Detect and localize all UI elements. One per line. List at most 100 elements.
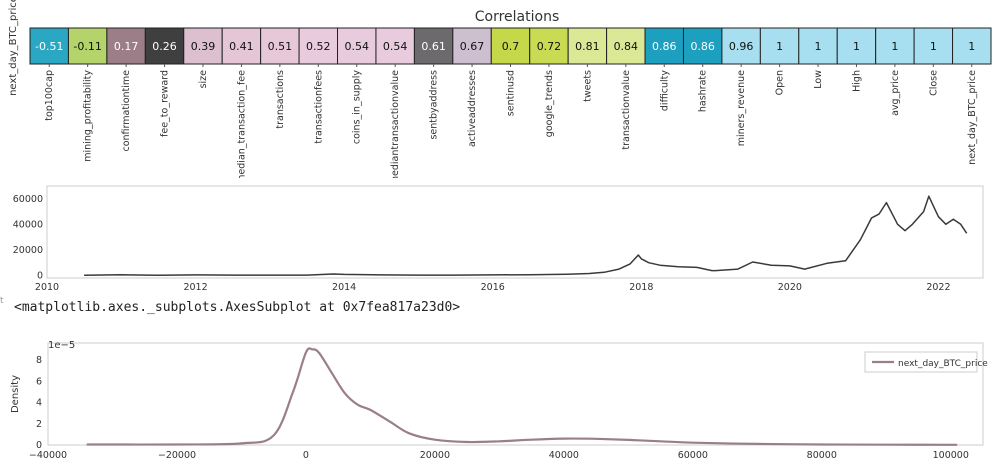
heatmap-cell-value: 0.52 [306, 40, 331, 53]
heatmap-column-label: tweets [582, 70, 593, 102]
heatmap-column-label: mediantransactionvalue [390, 70, 401, 178]
density-ylabel: Density [10, 375, 21, 413]
heatmap-column-label: transactions [275, 70, 286, 129]
price-xtick-label: 2022 [926, 282, 950, 293]
heatmap-cell [529, 27, 569, 65]
heatmap-column-label: next_day_BTC_price [967, 70, 978, 165]
heatmap-cell [952, 27, 992, 65]
heatmap-column-label: Low [813, 70, 824, 89]
heatmap-cell-value: 0.17 [114, 40, 139, 53]
heatmap-column-label: hashrate [698, 70, 709, 112]
heatmap-column-label: Close [928, 70, 939, 96]
heatmap-cell [875, 27, 915, 65]
density-ytick-label: 4 [36, 398, 42, 409]
legend-box [864, 351, 978, 373]
heatmap-cell [260, 27, 300, 65]
output-repr-text: <matplotlib.axes._subplots.AxesSubplot a… [14, 300, 461, 315]
heatmap-column-label: sentbyaddress [429, 70, 440, 140]
price-ytick-label: 20000 [13, 245, 43, 256]
price-line-chart: 0 20000 40000 60000 2010 2012 2014 2016 2018 2020… [13, 185, 984, 293]
heatmap-row-label: next_day_BTC_price [8, 0, 19, 96]
heatmap-cell [67, 27, 108, 65]
heatmap-cell-value: 0.26 [152, 40, 177, 53]
density-xtick-label: 60000 [678, 450, 708, 461]
density-xtick-label: −20000 [158, 450, 196, 461]
heatmap-cell [567, 27, 608, 65]
heatmap-cell-value: 0.54 [344, 40, 369, 53]
heatmap-column-label: fee_to_reward [160, 70, 171, 137]
cell-edge-mark: t [0, 296, 4, 306]
heatmap-column-label: size [198, 70, 209, 89]
heatmap-cell-value: -0.11 [73, 40, 101, 53]
heatmap-cell-value: 1 [930, 40, 937, 53]
heatmap-column-label: activeaddresses [467, 70, 478, 147]
heatmap-column-label: top100cap [44, 70, 55, 121]
heatmap-column-label: google_trends [544, 70, 555, 137]
density-xtick-label: 0 [303, 450, 309, 461]
density-legend: next_day_BTC_price [864, 351, 988, 373]
heatmap-cell-value: 1 [776, 40, 783, 53]
density-ytick-label: 2 [36, 419, 42, 430]
heatmap-cell [29, 27, 69, 65]
heatmap-title: Correlations [475, 9, 560, 25]
price-xtick-label: 2010 [35, 282, 59, 293]
price-ytick-label: 0 [37, 270, 43, 281]
price-xtick-label: 2020 [778, 282, 802, 293]
price-xtick-label: 2018 [629, 282, 653, 293]
heatmap-cell-value: 0.84 [614, 40, 639, 53]
correlation-heatmap: Correlations next_day_BTC_price -0.51 top… [8, 0, 992, 178]
heatmap-column-label: transactionvalue [621, 70, 632, 150]
density-ytick-label: 6 [36, 376, 42, 387]
price-xtick-label: 2012 [183, 282, 207, 293]
heatmap-cell-value: 1 [853, 40, 860, 53]
heatmap-cell-value: 0.54 [383, 40, 408, 53]
legend-label: next_day_BTC_price [898, 359, 988, 369]
heatmap-cell-value: 0.96 [729, 40, 754, 53]
heatmap-cell-value: 0.7 [502, 40, 520, 53]
density-plot-area [47, 342, 984, 446]
density-curve [86, 347, 958, 446]
heatmap-cell-value: 0.67 [460, 40, 485, 53]
density-scale-label: 1e−5 [48, 340, 75, 351]
price-xtick-label: 2014 [332, 282, 356, 293]
heatmap-column-label: miners_revenue [736, 70, 747, 146]
heatmap-cell-value: -0.51 [35, 40, 63, 53]
density-ytick-label: 8 [36, 355, 42, 366]
heatmap-column-label: transactionfees [313, 70, 324, 144]
heatmap-cell-value: 0.39 [191, 40, 216, 53]
heatmap-column-label: coins_in_supply [352, 70, 363, 144]
heatmap-cell-value: 0.72 [537, 40, 562, 53]
heatmap-cell-value: 0.81 [575, 40, 600, 53]
density-xtick-label: 100000 [933, 450, 969, 461]
density-xtick-label: −40000 [29, 450, 67, 461]
heatmap-column-label: median_transaction_fee [236, 70, 247, 178]
heatmap-cell [836, 27, 877, 65]
heatmap-cell-value: 1 [891, 40, 898, 53]
price-xtick-label: 2016 [481, 282, 505, 293]
heatmap-column-label: difficulty [659, 70, 670, 111]
heatmap-cell [106, 27, 146, 65]
heatmap-column-label: confirmationtime [121, 70, 132, 152]
heatmap-column-label: sentinusd [506, 70, 517, 116]
heatmap-cell-value: 1 [968, 40, 975, 53]
heatmap-cell-value: 0.86 [652, 40, 677, 53]
heatmap-cell-value: 0.86 [690, 40, 715, 53]
density-xtick-label: 40000 [549, 450, 579, 461]
density-chart: 1e−5 Density 0 2 4 6 8 −40000 −20000 0 20000 4000… [10, 340, 988, 461]
density-xtick-label: 20000 [420, 450, 450, 461]
price-plot-area [46, 185, 984, 279]
price-series-line [84, 195, 968, 277]
price-ytick-label: 40000 [13, 219, 43, 230]
heatmap-column-label: Open [775, 70, 786, 95]
price-ytick-label: 60000 [13, 194, 43, 205]
heatmap-column-label: High [851, 70, 862, 92]
heatmap-column-label: mining_profitability [83, 70, 94, 162]
heatmap-cell [452, 27, 492, 65]
heatmap-cell-value: 1 [815, 40, 822, 53]
heatmap-cell-value: 0.41 [229, 40, 254, 53]
density-xtick-label: 80000 [807, 450, 837, 461]
heatmap-cell-value: 0.61 [421, 40, 446, 53]
density-ytick-label: 0 [36, 440, 42, 451]
heatmap-cell [721, 27, 761, 65]
heatmap-cell-value: 0.51 [268, 40, 293, 53]
